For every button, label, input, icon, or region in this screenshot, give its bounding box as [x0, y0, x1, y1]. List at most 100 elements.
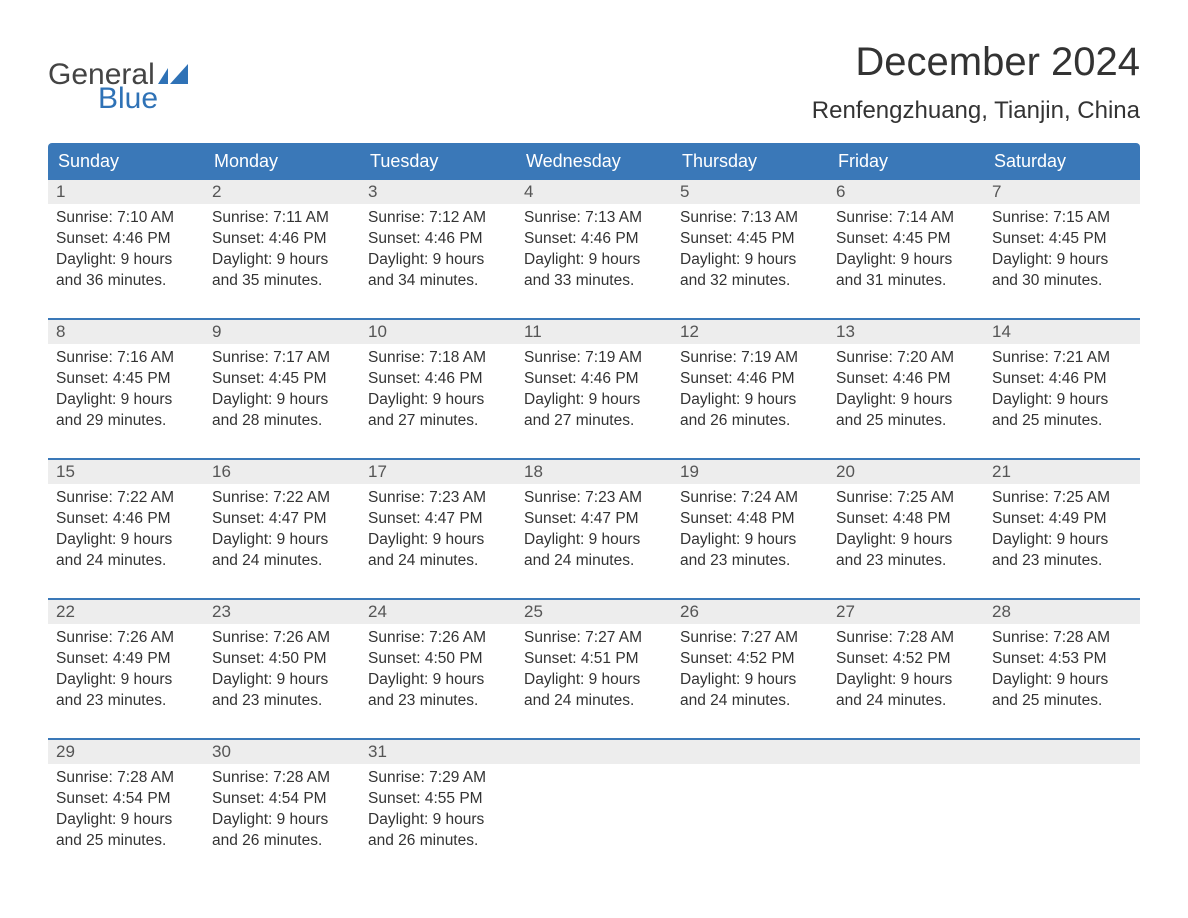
- day-daylight1: Daylight: 9 hours: [836, 390, 976, 411]
- day-sunset: Sunset: 4:49 PM: [56, 649, 196, 670]
- day-content: Sunrise: 7:27 AMSunset: 4:51 PMDaylight:…: [516, 624, 672, 720]
- day-daylight1: Daylight: 9 hours: [56, 390, 196, 411]
- day-cell: 23Sunrise: 7:26 AMSunset: 4:50 PMDayligh…: [204, 600, 360, 720]
- day-number: 18: [516, 460, 672, 484]
- week-row: 29Sunrise: 7:28 AMSunset: 4:54 PMDayligh…: [48, 738, 1140, 860]
- day-cell: 20Sunrise: 7:25 AMSunset: 4:48 PMDayligh…: [828, 460, 984, 580]
- day-sunset: Sunset: 4:48 PM: [680, 509, 820, 530]
- day-cell: 9Sunrise: 7:17 AMSunset: 4:45 PMDaylight…: [204, 320, 360, 440]
- day-daylight2: and 25 minutes.: [56, 831, 196, 852]
- day-daylight2: and 26 minutes.: [680, 411, 820, 432]
- weekday-header: Tuesday: [360, 143, 516, 180]
- day-content: Sunrise: 7:22 AMSunset: 4:47 PMDaylight:…: [204, 484, 360, 580]
- day-daylight1: Daylight: 9 hours: [680, 530, 820, 551]
- weekday-header-row: SundayMondayTuesdayWednesdayThursdayFrid…: [48, 143, 1140, 180]
- day-content: Sunrise: 7:25 AMSunset: 4:48 PMDaylight:…: [828, 484, 984, 580]
- day-number: 29: [48, 740, 204, 764]
- day-content: Sunrise: 7:23 AMSunset: 4:47 PMDaylight:…: [360, 484, 516, 580]
- day-daylight2: and 34 minutes.: [368, 271, 508, 292]
- day-cell: 6Sunrise: 7:14 AMSunset: 4:45 PMDaylight…: [828, 180, 984, 300]
- day-content: Sunrise: 7:14 AMSunset: 4:45 PMDaylight:…: [828, 204, 984, 300]
- day-cell: 2Sunrise: 7:11 AMSunset: 4:46 PMDaylight…: [204, 180, 360, 300]
- day-cell: 13Sunrise: 7:20 AMSunset: 4:46 PMDayligh…: [828, 320, 984, 440]
- day-daylight2: and 23 minutes.: [836, 551, 976, 572]
- day-sunset: Sunset: 4:46 PM: [368, 369, 508, 390]
- day-daylight2: and 35 minutes.: [212, 271, 352, 292]
- day-content: [516, 764, 672, 776]
- day-sunrise: Sunrise: 7:15 AM: [992, 208, 1132, 229]
- day-sunset: Sunset: 4:46 PM: [836, 369, 976, 390]
- day-daylight1: Daylight: 9 hours: [992, 390, 1132, 411]
- day-daylight2: and 24 minutes.: [836, 691, 976, 712]
- week-row: 15Sunrise: 7:22 AMSunset: 4:46 PMDayligh…: [48, 458, 1140, 580]
- day-cell: 8Sunrise: 7:16 AMSunset: 4:45 PMDaylight…: [48, 320, 204, 440]
- day-daylight2: and 26 minutes.: [212, 831, 352, 852]
- day-sunset: Sunset: 4:45 PM: [212, 369, 352, 390]
- weekday-header: Thursday: [672, 143, 828, 180]
- day-daylight1: Daylight: 9 hours: [524, 390, 664, 411]
- day-sunset: Sunset: 4:47 PM: [524, 509, 664, 530]
- day-sunrise: Sunrise: 7:25 AM: [836, 488, 976, 509]
- day-sunrise: Sunrise: 7:27 AM: [524, 628, 664, 649]
- day-daylight1: Daylight: 9 hours: [836, 530, 976, 551]
- week-row: 8Sunrise: 7:16 AMSunset: 4:45 PMDaylight…: [48, 318, 1140, 440]
- day-daylight2: and 23 minutes.: [680, 551, 820, 572]
- day-daylight2: and 24 minutes.: [368, 551, 508, 572]
- day-cell: 5Sunrise: 7:13 AMSunset: 4:45 PMDaylight…: [672, 180, 828, 300]
- title-block: December 2024 Renfengzhuang, Tianjin, Ch…: [812, 40, 1140, 125]
- day-content: Sunrise: 7:16 AMSunset: 4:45 PMDaylight:…: [48, 344, 204, 440]
- day-daylight1: Daylight: 9 hours: [836, 250, 976, 271]
- day-daylight1: Daylight: 9 hours: [212, 810, 352, 831]
- weekday-header: Saturday: [984, 143, 1140, 180]
- day-daylight2: and 23 minutes.: [56, 691, 196, 712]
- day-number: 30: [204, 740, 360, 764]
- day-content: Sunrise: 7:26 AMSunset: 4:50 PMDaylight:…: [204, 624, 360, 720]
- day-sunrise: Sunrise: 7:12 AM: [368, 208, 508, 229]
- day-number: 27: [828, 600, 984, 624]
- day-cell: [672, 740, 828, 860]
- day-number: 5: [672, 180, 828, 204]
- day-daylight1: Daylight: 9 hours: [368, 670, 508, 691]
- day-daylight2: and 24 minutes.: [524, 691, 664, 712]
- day-daylight1: Daylight: 9 hours: [368, 250, 508, 271]
- day-content: Sunrise: 7:17 AMSunset: 4:45 PMDaylight:…: [204, 344, 360, 440]
- day-sunrise: Sunrise: 7:23 AM: [368, 488, 508, 509]
- day-daylight2: and 23 minutes.: [368, 691, 508, 712]
- day-daylight2: and 30 minutes.: [992, 271, 1132, 292]
- day-sunset: Sunset: 4:55 PM: [368, 789, 508, 810]
- day-content: Sunrise: 7:28 AMSunset: 4:54 PMDaylight:…: [204, 764, 360, 860]
- day-daylight1: Daylight: 9 hours: [992, 530, 1132, 551]
- day-content: Sunrise: 7:15 AMSunset: 4:45 PMDaylight:…: [984, 204, 1140, 300]
- day-cell: 24Sunrise: 7:26 AMSunset: 4:50 PMDayligh…: [360, 600, 516, 720]
- day-content: Sunrise: 7:11 AMSunset: 4:46 PMDaylight:…: [204, 204, 360, 300]
- day-cell: 18Sunrise: 7:23 AMSunset: 4:47 PMDayligh…: [516, 460, 672, 580]
- day-sunrise: Sunrise: 7:25 AM: [992, 488, 1132, 509]
- day-daylight2: and 26 minutes.: [368, 831, 508, 852]
- day-sunrise: Sunrise: 7:27 AM: [680, 628, 820, 649]
- day-cell: [984, 740, 1140, 860]
- day-daylight2: and 32 minutes.: [680, 271, 820, 292]
- day-sunrise: Sunrise: 7:11 AM: [212, 208, 352, 229]
- day-daylight2: and 27 minutes.: [368, 411, 508, 432]
- day-content: Sunrise: 7:23 AMSunset: 4:47 PMDaylight:…: [516, 484, 672, 580]
- day-number: 13: [828, 320, 984, 344]
- day-sunrise: Sunrise: 7:29 AM: [368, 768, 508, 789]
- day-cell: 19Sunrise: 7:24 AMSunset: 4:48 PMDayligh…: [672, 460, 828, 580]
- day-daylight2: and 28 minutes.: [212, 411, 352, 432]
- day-number: 21: [984, 460, 1140, 484]
- week-row: 22Sunrise: 7:26 AMSunset: 4:49 PMDayligh…: [48, 598, 1140, 720]
- day-sunset: Sunset: 4:54 PM: [56, 789, 196, 810]
- day-sunrise: Sunrise: 7:28 AM: [212, 768, 352, 789]
- day-daylight1: Daylight: 9 hours: [56, 530, 196, 551]
- day-daylight1: Daylight: 9 hours: [212, 670, 352, 691]
- day-daylight2: and 25 minutes.: [992, 411, 1132, 432]
- day-sunrise: Sunrise: 7:14 AM: [836, 208, 976, 229]
- day-content: Sunrise: 7:19 AMSunset: 4:46 PMDaylight:…: [672, 344, 828, 440]
- day-daylight1: Daylight: 9 hours: [56, 670, 196, 691]
- day-daylight1: Daylight: 9 hours: [56, 810, 196, 831]
- weekday-header: Monday: [204, 143, 360, 180]
- day-number: 24: [360, 600, 516, 624]
- day-number: 4: [516, 180, 672, 204]
- day-cell: 7Sunrise: 7:15 AMSunset: 4:45 PMDaylight…: [984, 180, 1140, 300]
- day-cell: 10Sunrise: 7:18 AMSunset: 4:46 PMDayligh…: [360, 320, 516, 440]
